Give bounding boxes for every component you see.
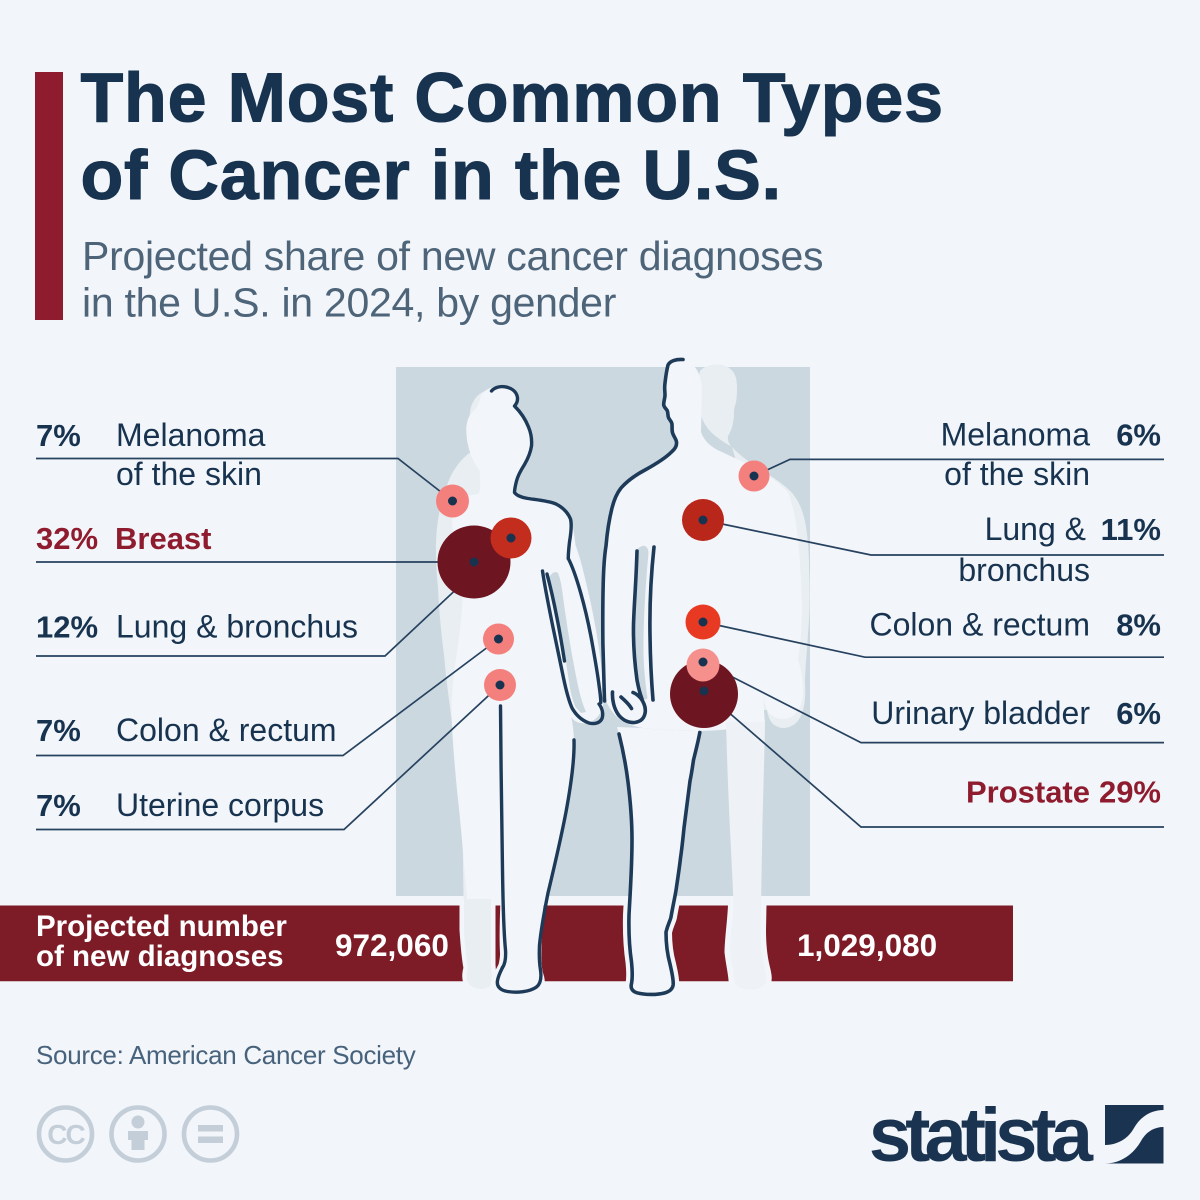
svg-text:7%: 7% <box>36 418 81 453</box>
svg-text:Colon & rectum: Colon & rectum <box>869 607 1090 643</box>
svg-text:statista: statista <box>869 1093 1094 1178</box>
svg-text:Urinary bladder: Urinary bladder <box>871 695 1090 731</box>
svg-text:972,060: 972,060 <box>335 927 449 963</box>
svg-text:7%: 7% <box>36 713 81 748</box>
svg-text:of Cancer in the U.S.: of Cancer in the U.S. <box>81 136 782 214</box>
svg-text:6%: 6% <box>1116 418 1161 453</box>
svg-text:Lung &: Lung & <box>985 511 1086 547</box>
svg-text:Source: American Cancer Societ: Source: American Cancer Society <box>36 1040 416 1070</box>
svg-text:in the U.S. in 2024, by gender: in the U.S. in 2024, by gender <box>82 280 616 326</box>
svg-text:6%: 6% <box>1116 696 1161 731</box>
svg-text:11%: 11% <box>1101 512 1161 547</box>
svg-text:32%: 32% <box>36 521 98 556</box>
svg-text:Projected share of new cancer: Projected share of new cancer diagnoses <box>82 233 823 279</box>
svg-text:Breast: Breast <box>115 521 212 556</box>
svg-text:Melanoma: Melanoma <box>116 417 266 453</box>
svg-text:1,029,080: 1,029,080 <box>797 927 937 963</box>
svg-text:Colon & rectum: Colon & rectum <box>116 712 337 748</box>
svg-text:The Most Common Types: The Most Common Types <box>81 59 944 137</box>
svg-text:of new diagnoses: of new diagnoses <box>36 940 284 973</box>
svg-text:12%: 12% <box>36 610 98 645</box>
svg-text:7%: 7% <box>36 788 81 823</box>
svg-text:Uterine corpus: Uterine corpus <box>116 787 324 823</box>
svg-text:Melanoma: Melanoma <box>941 417 1091 453</box>
svg-text:Prostate: Prostate <box>966 775 1090 810</box>
svg-text:Lung & bronchus: Lung & bronchus <box>116 609 358 645</box>
svg-text:of the skin: of the skin <box>944 456 1090 492</box>
svg-text:29%: 29% <box>1099 775 1161 810</box>
svg-text:of the skin: of the skin <box>116 456 262 492</box>
svg-text:Projected number: Projected number <box>36 910 287 943</box>
svg-text:CC: CC <box>47 1119 85 1150</box>
svg-text:8%: 8% <box>1116 608 1161 643</box>
svg-text:bronchus: bronchus <box>958 552 1090 588</box>
